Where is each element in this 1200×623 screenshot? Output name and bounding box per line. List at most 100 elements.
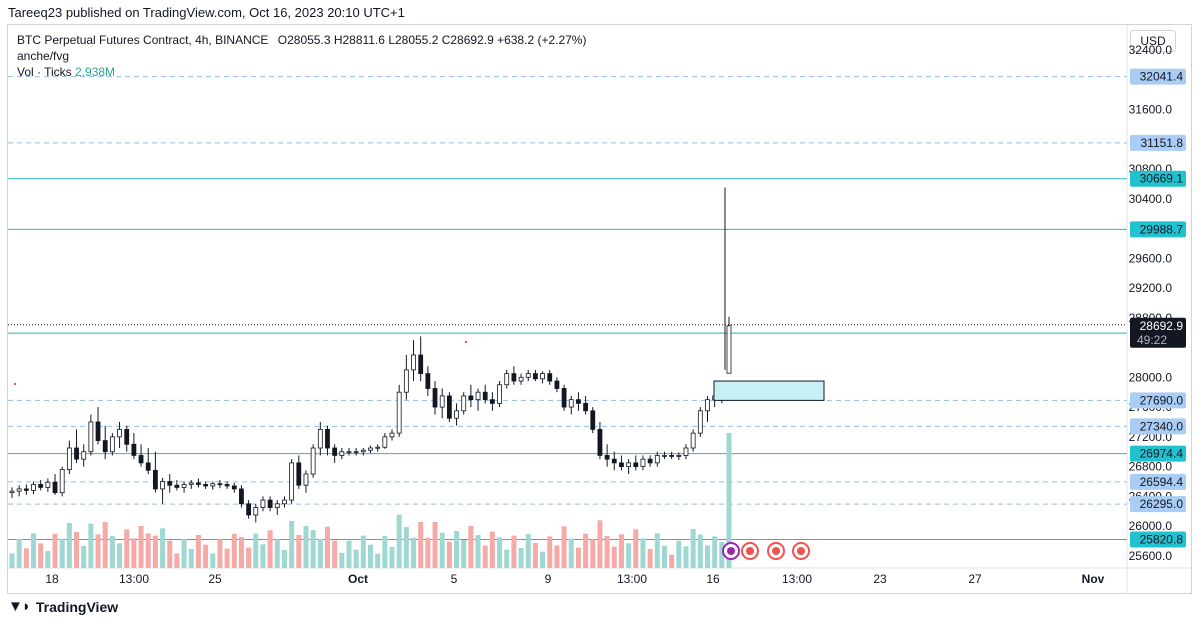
dashed-level-badge-label: 32041.4 <box>1140 70 1184 84</box>
volume-bar <box>518 548 524 568</box>
solid-level-badge <box>1130 445 1186 462</box>
candle-body <box>368 447 373 451</box>
candle-body <box>210 483 216 487</box>
dashed-level-badge-label: 26594.4 <box>1140 475 1184 489</box>
current-price-label: 28692.9 <box>1140 319 1184 333</box>
candle-body <box>317 428 323 449</box>
volume-bar <box>712 536 718 568</box>
candle-body <box>289 462 295 501</box>
volume-bar <box>231 533 237 568</box>
candle-body <box>619 462 624 468</box>
dashed-level-badge <box>1130 68 1186 85</box>
candle-body <box>676 455 682 457</box>
candle-body <box>604 455 610 460</box>
x-tick-label: 5 <box>451 572 458 586</box>
dashed-level-badge-label: 27690.0 <box>1140 393 1184 407</box>
candle-body <box>504 373 510 386</box>
solid-level-badge-label: 29988.7 <box>1140 222 1184 236</box>
volume-bar <box>203 544 209 568</box>
candle-body <box>160 481 165 490</box>
candle-body <box>489 399 495 404</box>
candle-body <box>640 458 646 468</box>
volume-bar <box>590 539 596 568</box>
volume-bar <box>102 522 108 568</box>
volume-bar <box>618 534 624 568</box>
volume-bar <box>152 535 158 568</box>
volume-label: Vol · Ticks <box>17 65 72 79</box>
volume-bar <box>511 535 517 568</box>
candle-body <box>52 481 58 494</box>
x-tick-label: 9 <box>545 572 552 586</box>
volume-bar <box>547 536 553 568</box>
legend-indicator[interactable]: anche/fvg <box>17 49 70 63</box>
candle-body <box>109 436 115 453</box>
candle-body <box>482 391 488 401</box>
candle-body <box>633 462 639 468</box>
volume-bar <box>160 528 166 568</box>
candle-body <box>239 488 244 505</box>
volume-bar <box>253 533 259 568</box>
us-flag-event-icon-inner <box>746 547 754 555</box>
volume-bar <box>45 551 51 568</box>
x-tick-label: Nov <box>1082 572 1105 586</box>
volume-bar <box>633 529 639 568</box>
volume-bar <box>124 529 130 568</box>
volume-bar <box>676 540 682 568</box>
volume-bar <box>145 533 151 568</box>
candle-body <box>196 482 201 485</box>
volume-bar <box>719 542 725 568</box>
candle-body <box>525 373 531 378</box>
candle-body <box>138 455 144 464</box>
volume-bar <box>411 537 417 568</box>
x-tick-label: 27 <box>968 572 982 586</box>
tradingview-brand[interactable]: ▼◗ TradingView <box>8 598 118 615</box>
volume-bar <box>504 549 510 568</box>
y-tick-label: 28000.0 <box>1129 370 1173 384</box>
volume-bar <box>238 537 244 568</box>
x-tick-label: 25 <box>208 572 222 586</box>
candle-body <box>231 485 237 490</box>
candle-body <box>31 484 36 491</box>
candle-body <box>117 428 122 438</box>
volume-bar <box>210 553 216 568</box>
volume-bar <box>95 534 101 568</box>
candle-body <box>131 443 137 456</box>
candle-body <box>188 482 194 485</box>
legend-volume[interactable]: Vol · Ticks 2.938M <box>17 65 115 79</box>
x-tick-label: 16 <box>706 572 720 586</box>
candle-body <box>95 421 101 441</box>
candle-body <box>647 458 653 464</box>
candle-body <box>181 484 187 488</box>
candle-body <box>260 499 266 508</box>
x-tick-label: 13:00 <box>617 572 647 586</box>
candle-body <box>23 488 29 491</box>
volume-bar <box>289 521 295 568</box>
volume-bar <box>310 530 316 568</box>
volume-bar <box>604 536 610 568</box>
candle-body <box>353 451 359 454</box>
candle-body <box>38 484 44 488</box>
volume-bar <box>274 539 280 568</box>
candle-body <box>690 432 696 449</box>
candle-body <box>697 410 703 434</box>
candle-body <box>346 451 352 454</box>
solid-level-badge <box>1130 531 1186 548</box>
candle-body <box>568 399 574 408</box>
legend-symbol[interactable]: BTC Perpetual Futures Contract, 4h, BINA… <box>17 33 269 47</box>
candle-body <box>124 428 130 445</box>
candle-body <box>246 503 252 516</box>
volume-bar <box>375 553 381 568</box>
candle-body <box>396 391 402 434</box>
volume-bar <box>317 539 323 568</box>
volume-bar <box>81 546 87 568</box>
solid-level-badge-label: 25820.8 <box>1140 532 1184 546</box>
marker-dot <box>13 382 17 386</box>
candle-body <box>174 484 180 488</box>
candle-body <box>418 354 424 375</box>
x-tick-label: 13:00 <box>119 572 149 586</box>
candle-body <box>554 380 560 389</box>
x-tick-label: Oct <box>348 572 368 586</box>
candle-body <box>590 410 596 430</box>
currency-button[interactable]: USD <box>1130 30 1176 52</box>
